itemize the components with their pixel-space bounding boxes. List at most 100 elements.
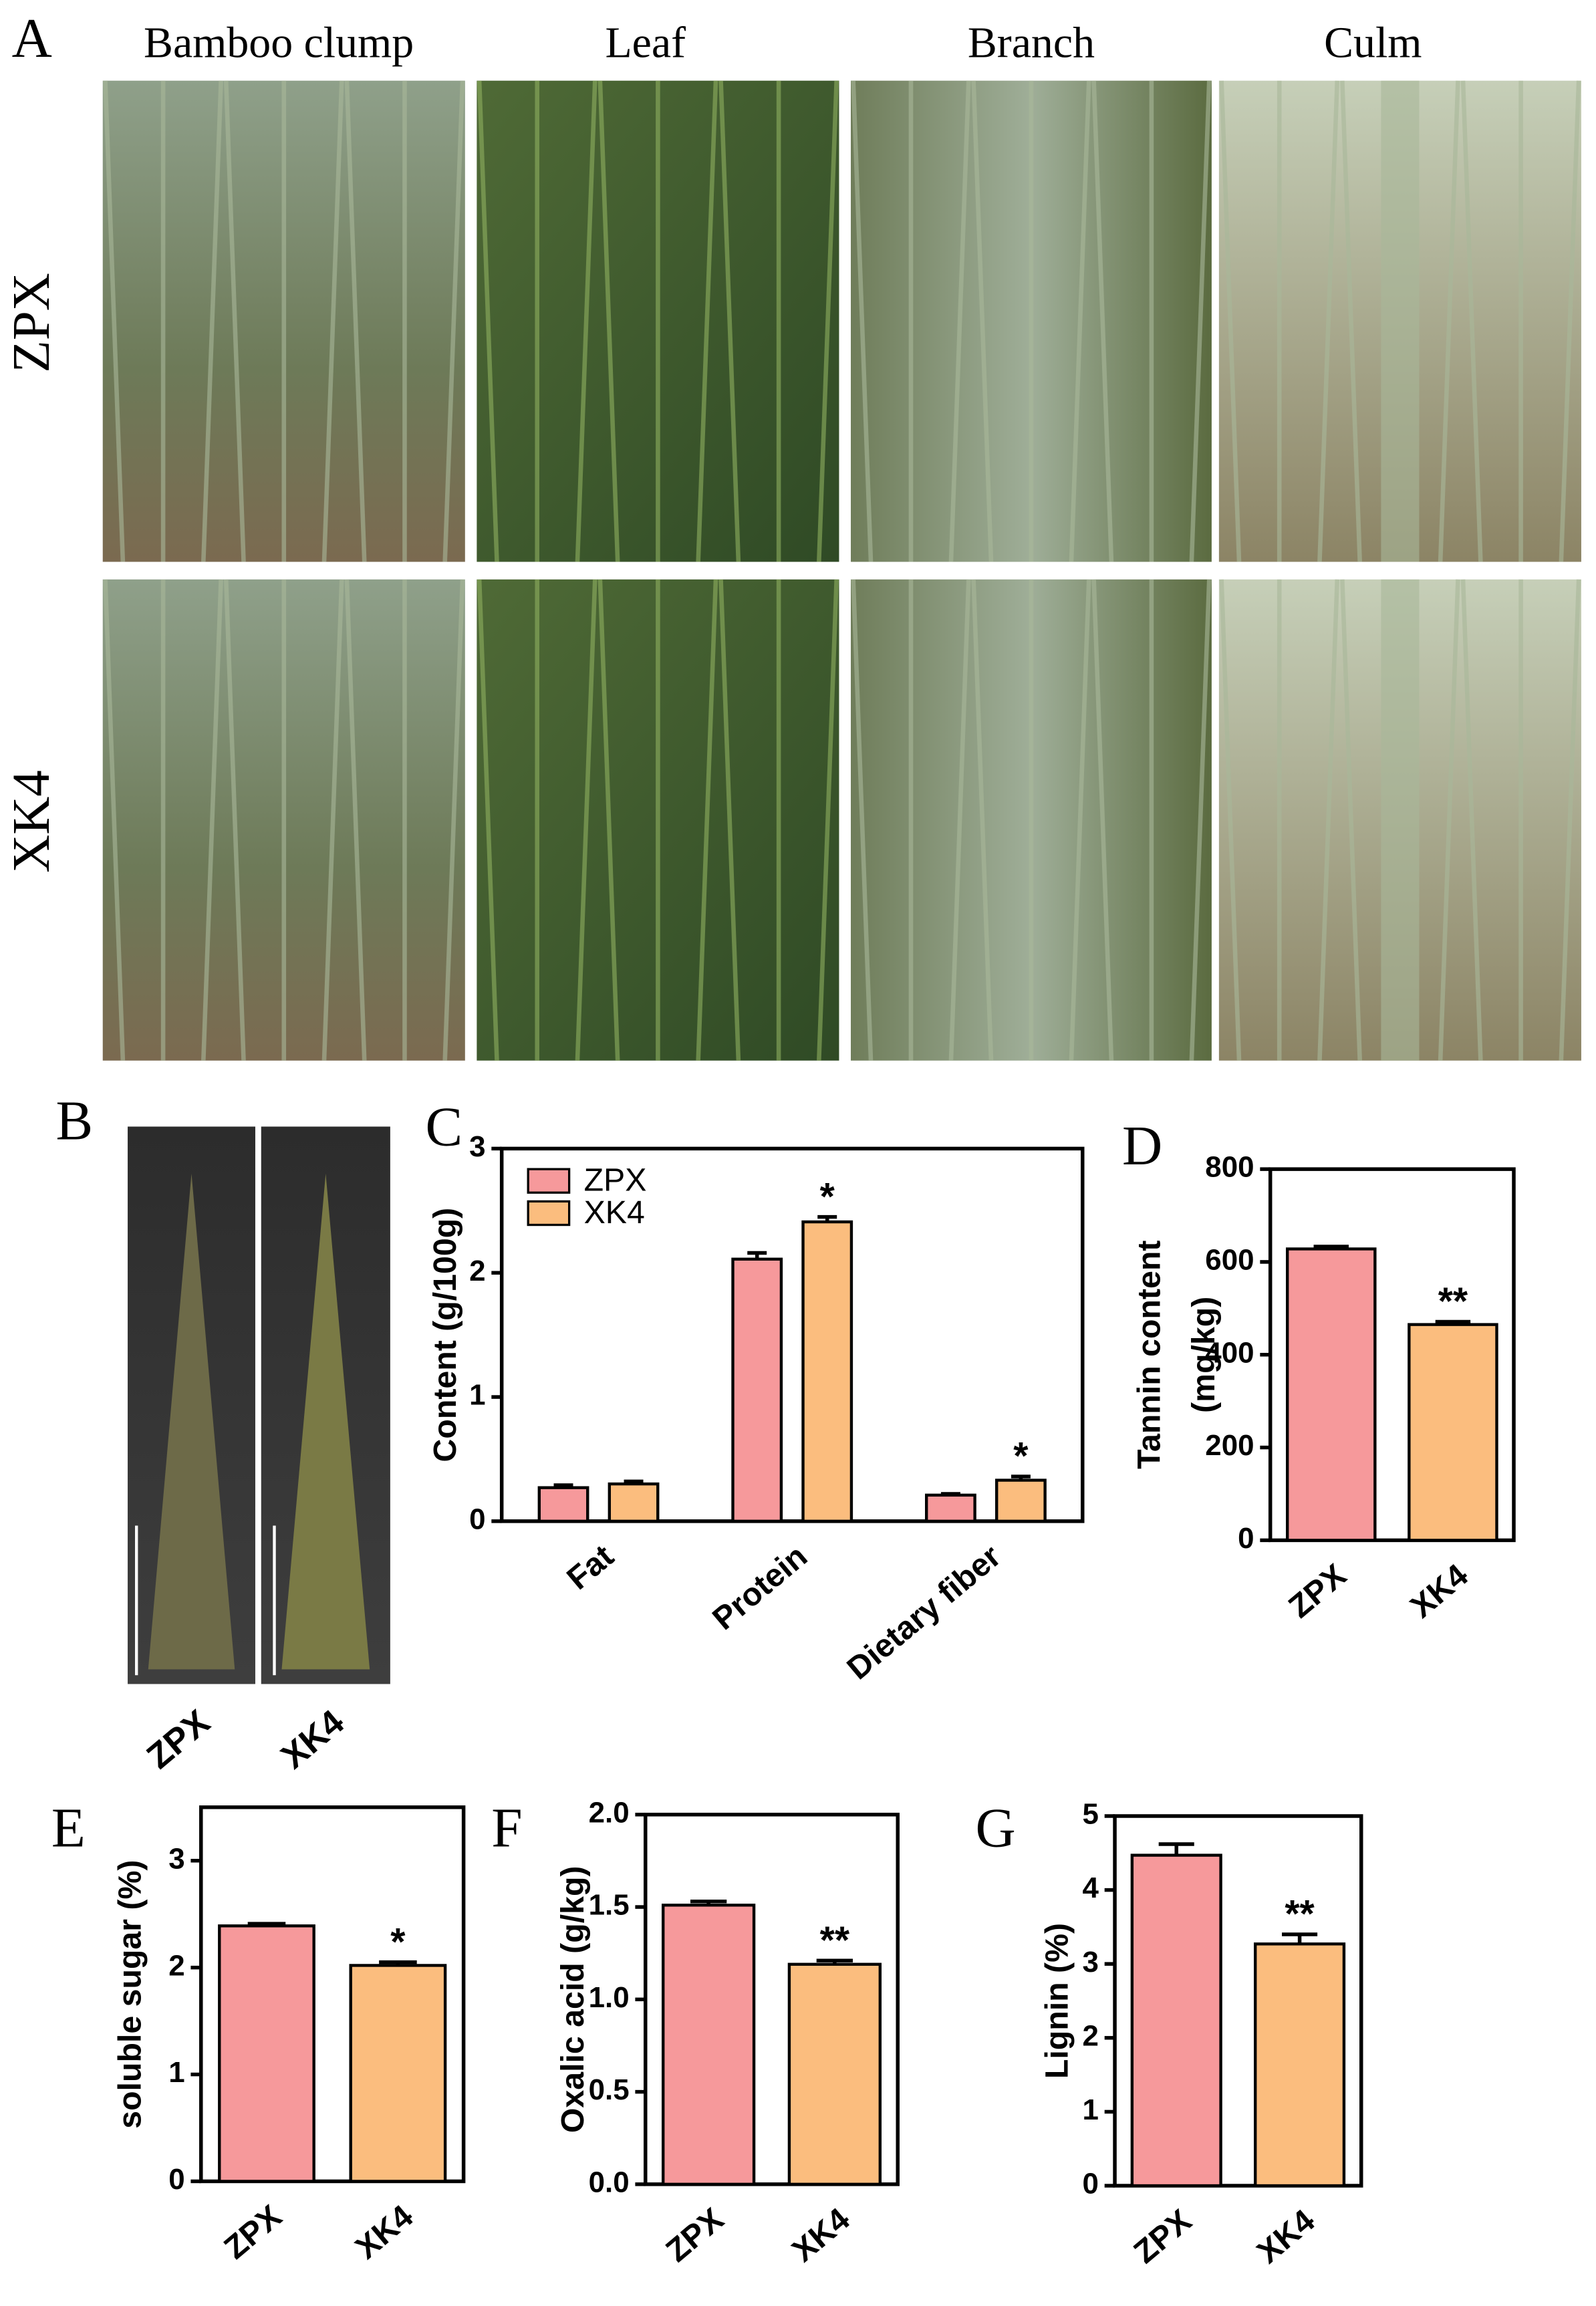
plot-frame xyxy=(499,1146,1085,1523)
photo-detail xyxy=(718,579,741,1061)
photo-detail xyxy=(1317,579,1340,1061)
shoot-label: ZPX xyxy=(140,1702,217,1777)
y-tick-label: 200 xyxy=(1205,1429,1254,1462)
panel-label: C xyxy=(426,1096,463,1158)
y-tick-label: 2 xyxy=(469,1255,485,1287)
photo-detail xyxy=(597,80,620,562)
panel-label: F xyxy=(491,1797,522,1859)
error-bar xyxy=(1158,1842,1194,1855)
photo-detail xyxy=(1069,579,1091,1061)
photo-detail xyxy=(1091,579,1114,1061)
photo-detail xyxy=(477,579,499,1061)
error-bar xyxy=(1011,1475,1031,1481)
photo-detail xyxy=(103,579,126,1061)
bar xyxy=(925,1493,976,1523)
photo-detail xyxy=(344,579,367,1061)
bar xyxy=(1254,1942,1346,2188)
panel-label: D xyxy=(1122,1116,1162,1177)
error-bar xyxy=(816,1958,853,1964)
x-tick-label: XK4 xyxy=(1404,1557,1475,1625)
y-tick-label: 5 xyxy=(1082,1798,1098,1831)
photo-detail xyxy=(575,579,597,1061)
panel-label: B xyxy=(56,1091,94,1152)
photo-detail xyxy=(1317,80,1340,562)
photo-detail xyxy=(103,80,126,562)
shoot xyxy=(148,1173,235,1670)
photo-detail xyxy=(201,579,223,1061)
error-bar xyxy=(247,1922,286,1926)
y-tick-label: 1 xyxy=(168,2056,184,2089)
column-header: Leaf xyxy=(605,18,686,67)
error-bar xyxy=(690,1900,727,1906)
y-tick-label: 1.0 xyxy=(589,1981,630,2014)
significance: ** xyxy=(820,1919,850,1962)
bar xyxy=(537,1486,589,1523)
shoot-label: XK4 xyxy=(274,1702,352,1777)
photo-detail xyxy=(1091,80,1114,562)
error-bar xyxy=(817,1214,837,1223)
significance: * xyxy=(1013,1435,1029,1478)
y-tick-label: 0 xyxy=(168,2163,184,2196)
x-tick-label: XK4 xyxy=(349,2198,420,2266)
legend-swatch xyxy=(527,1168,571,1194)
photo-detail xyxy=(1460,579,1483,1061)
y-tick-label: 0.0 xyxy=(589,2166,630,2198)
photo-detail xyxy=(321,80,344,562)
y-tick-label: 600 xyxy=(1205,1244,1254,1277)
photo-detail xyxy=(1189,80,1212,562)
panel-label: A xyxy=(12,8,52,70)
y-axis-label: (mg/kg) xyxy=(1186,1297,1222,1413)
photo-detail xyxy=(575,80,597,562)
y-tick-label: 400 xyxy=(1205,1336,1254,1369)
photo-detail xyxy=(344,80,367,562)
photo-detail xyxy=(971,80,994,562)
bar xyxy=(801,1220,853,1523)
x-tick-label: Dietary fiber xyxy=(840,1538,1008,1687)
y-tick-label: 800 xyxy=(1205,1151,1254,1184)
y-tick-label: 1 xyxy=(469,1379,485,1412)
significance: ** xyxy=(1438,1280,1468,1323)
photo-detail xyxy=(442,579,465,1061)
photo-detail xyxy=(477,80,499,562)
photo-detail xyxy=(1069,80,1091,562)
y-axis-label: Tannin content xyxy=(1132,1241,1168,1469)
photo-detail xyxy=(696,579,718,1061)
photo-detail xyxy=(1189,579,1212,1061)
x-tick-label: ZPX xyxy=(1282,1557,1353,1625)
y-tick-label: 0.5 xyxy=(589,2073,630,2106)
photo-detail xyxy=(696,80,718,562)
plot-frame xyxy=(199,1805,466,2184)
x-tick-label: XK4 xyxy=(1250,2202,1322,2271)
photo-detail xyxy=(1340,80,1362,562)
x-tick-label: Fat xyxy=(560,1538,620,1597)
bar xyxy=(1408,1323,1498,1542)
photo-detail xyxy=(971,579,994,1061)
error-bar xyxy=(940,1492,960,1496)
shoot xyxy=(281,1173,370,1670)
bar xyxy=(731,1257,783,1523)
error-bar xyxy=(1313,1245,1349,1249)
photo-detail xyxy=(1559,579,1581,1061)
photo-detail xyxy=(817,80,839,562)
column-header: Culm xyxy=(1324,18,1422,67)
photo-detail xyxy=(1219,579,1242,1061)
x-tick-label: ZPX xyxy=(659,2201,730,2269)
column-header: Branch xyxy=(968,18,1095,67)
y-tick-label: 4 xyxy=(1082,1872,1099,1904)
photo-detail xyxy=(1460,80,1483,562)
photo-detail xyxy=(1219,80,1242,562)
bar xyxy=(995,1479,1047,1523)
x-tick-label: XK4 xyxy=(785,2201,857,2269)
error-bar xyxy=(553,1483,573,1488)
photo-detail xyxy=(1559,80,1581,562)
y-axis-label: Oxalic acid (g/kg) xyxy=(555,1866,591,2133)
y-tick-label: 2 xyxy=(1082,2019,1098,2052)
panel-label: E xyxy=(51,1797,86,1859)
significance: * xyxy=(820,1175,835,1218)
column-header: Bamboo clump xyxy=(144,18,414,67)
photo-detail xyxy=(851,579,874,1061)
y-tick-label: 3 xyxy=(168,1842,184,1875)
photo-detail xyxy=(223,579,246,1061)
